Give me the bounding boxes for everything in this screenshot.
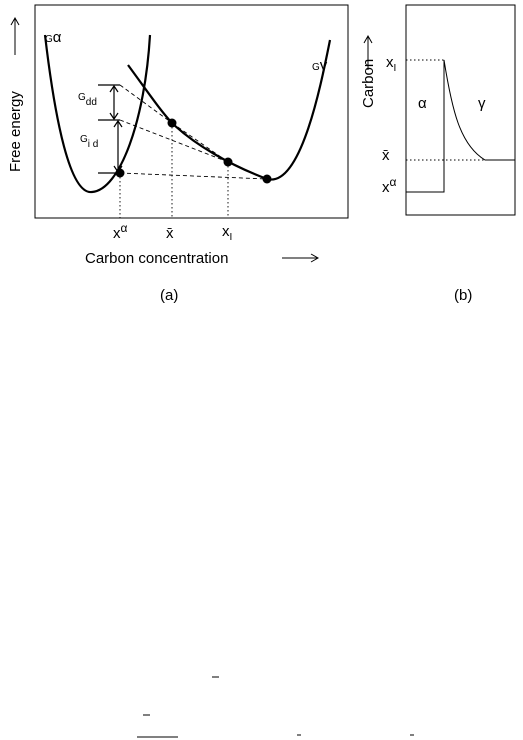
y-label: xα bbox=[382, 175, 397, 196]
panel-b-frame bbox=[405, 4, 516, 216]
phase-label: α bbox=[418, 95, 427, 112]
label-base: G bbox=[312, 62, 320, 73]
label-base: x bbox=[386, 54, 394, 71]
g-gamma-curve bbox=[127, 39, 332, 181]
stray-marks bbox=[137, 676, 414, 738]
label-base: G bbox=[78, 92, 86, 103]
energy-arrows bbox=[98, 84, 123, 174]
profile-line bbox=[406, 59, 515, 193]
label-sub: I bbox=[230, 232, 233, 243]
label-sub: dd bbox=[86, 97, 97, 108]
g-id-label: Gi d bbox=[80, 134, 98, 150]
tangent-lines bbox=[119, 84, 268, 180]
caption: (a) bbox=[160, 287, 178, 304]
panel-a-frame bbox=[34, 4, 349, 219]
g-alpha-curve bbox=[43, 34, 152, 194]
y-axis-title: Free energy bbox=[7, 91, 24, 172]
label-base: G bbox=[45, 34, 53, 45]
y-arrow bbox=[10, 16, 20, 55]
label-base: x bbox=[113, 225, 121, 242]
label-base: x bbox=[382, 179, 390, 196]
guide-lines bbox=[119, 123, 229, 218]
label-sub: γ bbox=[320, 57, 328, 74]
label-base: x bbox=[222, 223, 230, 240]
curve-label: Gα bbox=[45, 29, 62, 46]
x-label: x̄ bbox=[166, 225, 174, 242]
y-axis-title: Carbon bbox=[360, 59, 377, 108]
points bbox=[115, 118, 272, 184]
label-base: G bbox=[80, 134, 88, 145]
label-sup: α bbox=[390, 175, 397, 189]
x-arrow bbox=[282, 253, 320, 263]
x-axis-title: Carbon concentration bbox=[85, 250, 228, 267]
phase-label: γ bbox=[478, 95, 486, 112]
y-arrow bbox=[363, 34, 373, 70]
curve-label: Gγ bbox=[312, 57, 328, 74]
label-sub: α bbox=[53, 29, 62, 46]
x-label: xI bbox=[222, 223, 232, 243]
y-label: x̄ bbox=[382, 147, 390, 164]
label-sub: I bbox=[394, 63, 397, 74]
y-label: xI bbox=[386, 54, 396, 74]
caption: (b) bbox=[454, 287, 472, 304]
g-dd-label: Gdd bbox=[78, 92, 97, 108]
label-sub: i d bbox=[88, 139, 99, 150]
label-sup: α bbox=[121, 221, 128, 235]
x-label: xα bbox=[113, 221, 128, 242]
